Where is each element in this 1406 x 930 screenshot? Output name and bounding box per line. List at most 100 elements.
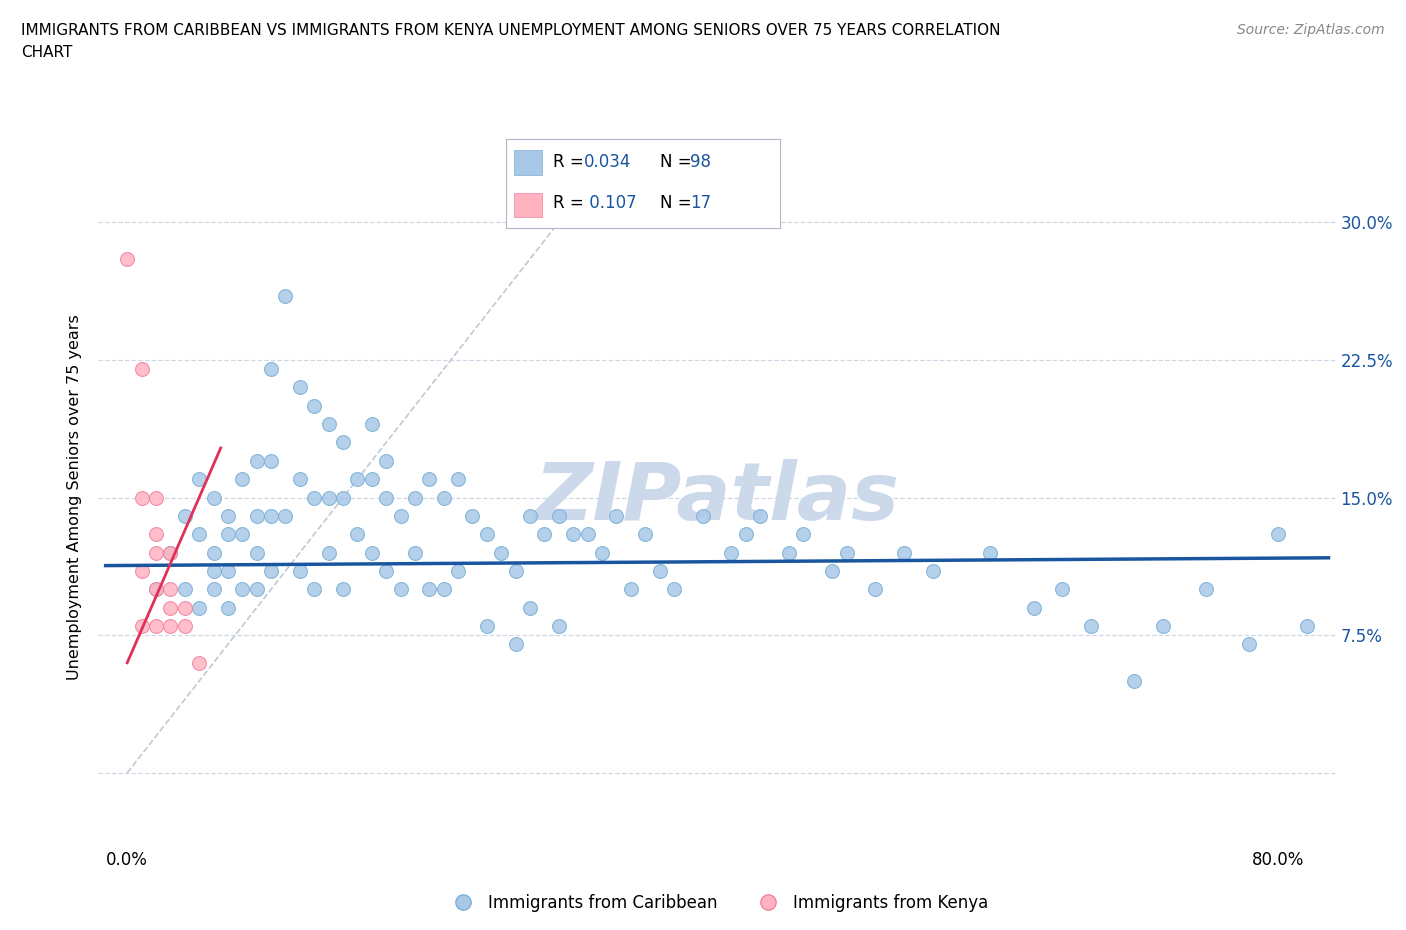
Point — [173, 509, 195, 524]
Point — [202, 582, 225, 597]
Point — [404, 490, 426, 505]
Point — [1296, 618, 1319, 633]
Point — [475, 618, 498, 633]
Point — [360, 545, 382, 560]
Text: ZIPatlas: ZIPatlas — [534, 458, 900, 537]
Point — [360, 472, 382, 486]
Point — [447, 472, 470, 486]
Point — [159, 582, 181, 597]
Point — [620, 582, 643, 597]
Point — [173, 582, 195, 597]
Text: N =: N = — [659, 153, 696, 171]
Text: 0.107: 0.107 — [585, 194, 637, 212]
Point — [562, 526, 585, 541]
Point — [145, 490, 167, 505]
Point — [115, 251, 138, 266]
Point — [404, 545, 426, 560]
Point — [418, 582, 440, 597]
Point — [375, 564, 398, 578]
Text: N =: N = — [659, 194, 696, 212]
Point — [547, 618, 569, 633]
Point — [332, 490, 354, 505]
Point — [188, 472, 211, 486]
Point — [375, 454, 398, 469]
Point — [145, 582, 167, 597]
Point — [346, 472, 368, 486]
Point — [505, 637, 527, 652]
Point — [260, 362, 283, 377]
Point — [1022, 600, 1045, 615]
Point — [246, 582, 269, 597]
Point — [433, 490, 456, 505]
Point — [519, 600, 541, 615]
Point — [1239, 637, 1261, 652]
Point — [159, 618, 181, 633]
Point — [217, 509, 239, 524]
Point — [260, 454, 283, 469]
Point — [389, 582, 412, 597]
Text: 98: 98 — [690, 153, 711, 171]
Text: IMMIGRANTS FROM CARIBBEAN VS IMMIGRANTS FROM KENYA UNEMPLOYMENT AMONG SENIORS OV: IMMIGRANTS FROM CARIBBEAN VS IMMIGRANTS … — [21, 23, 1001, 38]
Point — [318, 545, 340, 560]
Point — [231, 582, 253, 597]
Point — [720, 545, 742, 560]
Point — [217, 600, 239, 615]
Text: Source: ZipAtlas.com: Source: ZipAtlas.com — [1237, 23, 1385, 37]
Point — [246, 509, 269, 524]
Point — [475, 526, 498, 541]
Point — [288, 564, 311, 578]
Point — [447, 564, 470, 578]
Text: R =: R = — [553, 153, 589, 171]
Point — [433, 582, 456, 597]
Point — [734, 526, 756, 541]
Point — [519, 509, 541, 524]
Bar — [515, 150, 541, 175]
Point — [145, 582, 167, 597]
Point — [188, 656, 211, 671]
Point — [1195, 582, 1218, 597]
Point — [288, 380, 311, 395]
Point — [302, 490, 325, 505]
Point — [332, 582, 354, 597]
Point — [662, 582, 685, 597]
Point — [1052, 582, 1074, 597]
Point — [131, 362, 153, 377]
Point — [893, 545, 915, 560]
Point — [231, 472, 253, 486]
Point — [1267, 526, 1289, 541]
Point — [648, 564, 671, 578]
Point — [979, 545, 1001, 560]
Point — [145, 526, 167, 541]
Point — [217, 564, 239, 578]
Point — [274, 509, 297, 524]
Point — [159, 600, 181, 615]
Point — [332, 435, 354, 450]
Bar — [515, 193, 541, 218]
Point — [173, 618, 195, 633]
Point — [231, 526, 253, 541]
Point — [202, 564, 225, 578]
Point — [461, 509, 484, 524]
Text: 0.034: 0.034 — [585, 153, 631, 171]
Point — [188, 526, 211, 541]
Point — [375, 490, 398, 505]
Point — [346, 526, 368, 541]
Point — [576, 526, 599, 541]
Point — [865, 582, 887, 597]
Point — [778, 545, 800, 560]
Y-axis label: Unemployment Among Seniors over 75 years: Unemployment Among Seniors over 75 years — [67, 314, 83, 681]
Point — [505, 564, 527, 578]
Point — [145, 618, 167, 633]
Point — [173, 600, 195, 615]
Point — [260, 564, 283, 578]
Point — [605, 509, 627, 524]
Point — [246, 454, 269, 469]
Point — [1080, 618, 1102, 633]
Point — [131, 618, 153, 633]
Point — [1152, 618, 1174, 633]
Point — [145, 545, 167, 560]
Point — [835, 545, 858, 560]
Point — [418, 472, 440, 486]
Point — [634, 526, 657, 541]
Point — [533, 526, 555, 541]
